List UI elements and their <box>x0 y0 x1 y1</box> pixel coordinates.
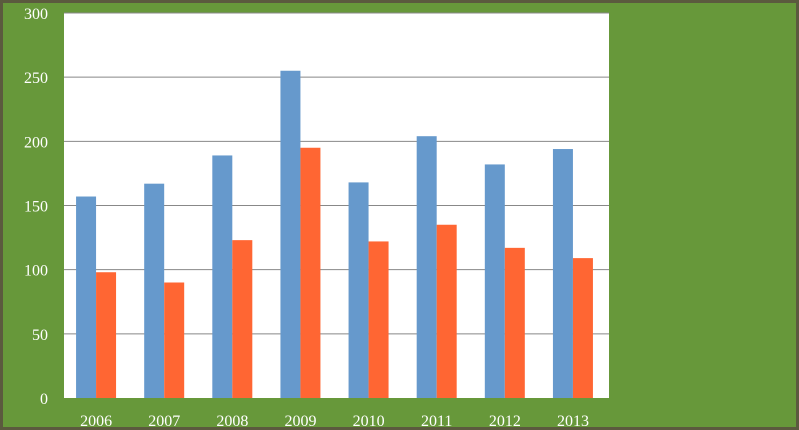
bar <box>416 136 437 398</box>
x-tick-label: 2010 <box>353 413 385 430</box>
y-tick-label: 200 <box>24 134 48 151</box>
bar <box>280 70 301 398</box>
y-tick-label: 250 <box>24 70 48 87</box>
y-tick-label: 50 <box>32 327 48 344</box>
bar <box>232 240 253 398</box>
bars <box>76 70 593 398</box>
y-tick-label: 0 <box>40 391 48 408</box>
bar <box>300 147 321 398</box>
x-tick-label: 2008 <box>216 413 248 430</box>
bar <box>552 149 573 398</box>
bar <box>164 282 185 398</box>
y-tick-label: 300 <box>24 6 48 23</box>
y-tick-label: 100 <box>24 263 48 280</box>
bar <box>572 258 593 398</box>
bar <box>368 241 389 398</box>
bar <box>504 247 525 398</box>
x-tick-label: 2009 <box>284 413 316 430</box>
x-axis-ticks: 2006 2007 2008 2009 2010 2011 2012 2013 <box>80 413 589 430</box>
x-tick-label: 2006 <box>80 413 112 430</box>
y-axis-ticks: 0 50 100 150 200 250 300 <box>24 6 48 408</box>
x-tick-label: 2007 <box>148 413 180 430</box>
bar <box>484 164 505 398</box>
bar <box>96 272 117 398</box>
x-tick-label: 2013 <box>557 413 589 430</box>
bar <box>436 224 457 398</box>
bar <box>76 196 97 398</box>
bar <box>212 155 233 398</box>
y-tick-label: 150 <box>24 199 48 216</box>
bar <box>348 182 369 398</box>
x-tick-label: 2012 <box>489 413 521 430</box>
bar <box>144 183 165 398</box>
x-tick-label: 2011 <box>421 413 452 430</box>
